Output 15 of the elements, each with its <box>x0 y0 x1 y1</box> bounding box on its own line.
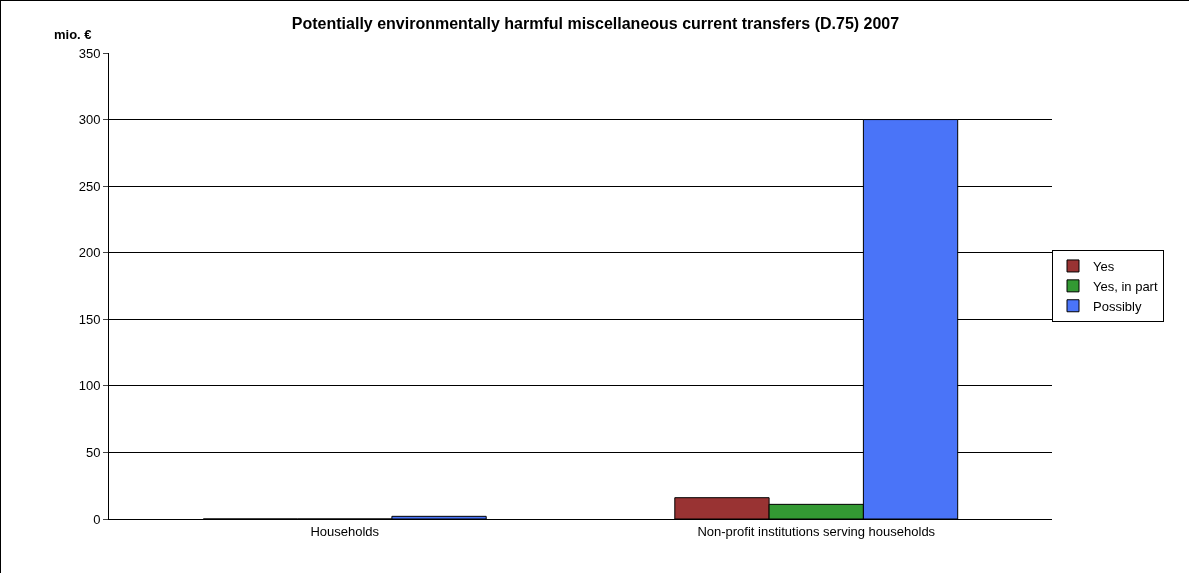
x-tick-label: Non-profit institutions serving households <box>697 523 936 539</box>
y-tick-label: 150 <box>78 311 101 327</box>
legend-label: Possibly <box>1093 298 1142 314</box>
y-tick-label: 50 <box>85 444 101 460</box>
y-tick-label: 100 <box>78 378 101 394</box>
legend-label: Yes <box>1093 259 1115 275</box>
x-tick-label: Households <box>310 523 380 539</box>
y-tick-label: 0 <box>93 511 101 527</box>
y-axis-title: mio. € <box>54 27 92 42</box>
y-tick-label: 350 <box>78 45 101 61</box>
chart-title: Potentially environmentally harmful miscellaneous current transfers (D.75) 2007 <box>291 15 900 33</box>
y-tick-label: 200 <box>78 245 101 261</box>
y-tick-label: 250 <box>78 178 101 194</box>
y-tick-label: 300 <box>78 112 101 128</box>
legend-label: Yes, in part <box>1093 278 1158 294</box>
